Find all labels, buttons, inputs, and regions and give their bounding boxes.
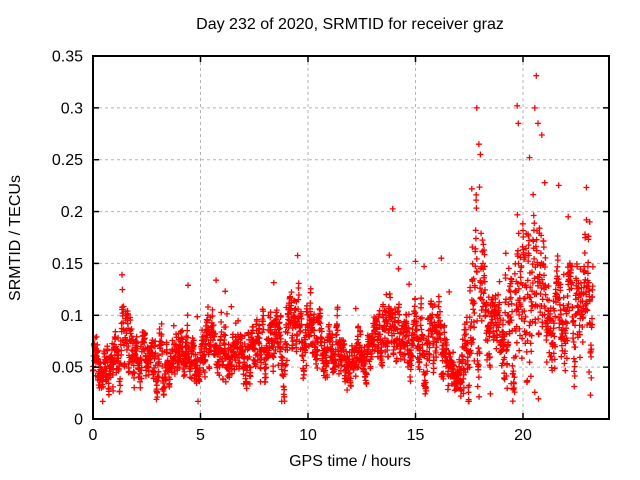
plot-frame [92,55,610,420]
y-tick-label: 0.15 [52,256,83,273]
x-tick-label: 0 [89,427,98,444]
y-tick-label: 0 [74,412,83,429]
x-tick-label: 5 [196,427,205,444]
y-axis-label: SRMTID / TECUs [7,175,24,301]
axis-ticks [92,55,609,420]
x-tick-label: 10 [299,427,317,444]
y-tick-label: 0.2 [61,204,83,221]
x-tick-label: 20 [514,427,532,444]
y-tick-label: 0.05 [52,360,83,377]
y-tick-label: 0.35 [52,49,83,66]
y-tick-label: 0.1 [61,308,83,325]
x-tick-label: 15 [407,427,425,444]
x-axis-label: GPS time / hours [289,453,411,470]
y-tick-label: 0.3 [61,100,83,117]
y-tick-label: 0.25 [52,152,83,169]
data-points [90,72,596,405]
tick-labels: 0 5 10 15 20 0 0.05 0.1 0.15 0.2 0.25 0.3 0.35 [52,49,532,445]
chart-title: Day 232 of 2020, SRMTID for receiver gra… [196,16,504,33]
scatter-markers [90,72,596,405]
frame-rect [92,55,610,420]
